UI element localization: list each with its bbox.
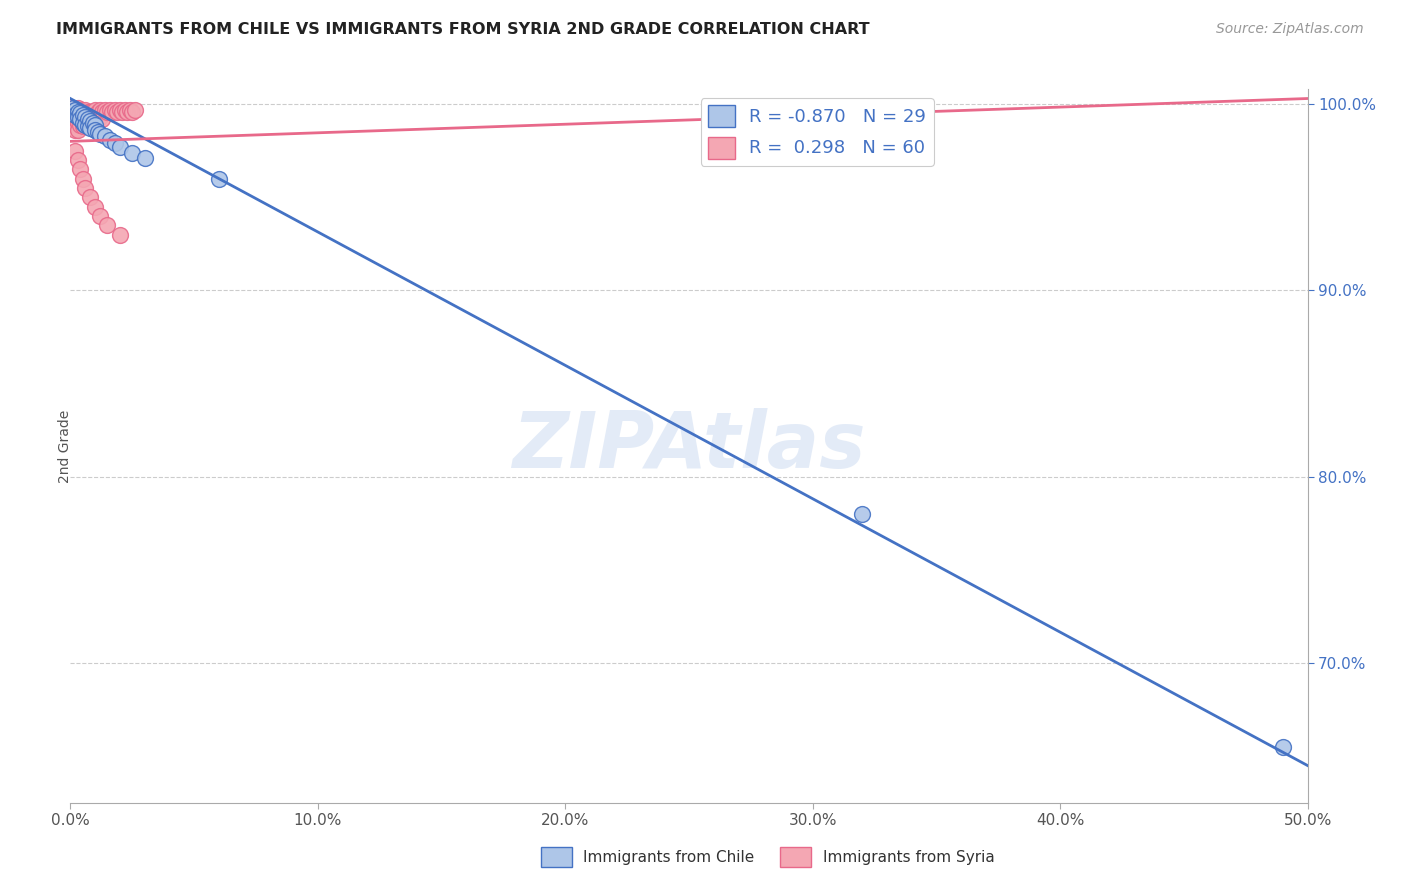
- Point: [75, 118, 97, 132]
- Text: ZIPAtlas: ZIPAtlas: [512, 408, 866, 484]
- Point: [98, 132, 121, 146]
- Point: [124, 103, 146, 117]
- Point: [66, 108, 89, 122]
- Point: [91, 112, 114, 126]
- Point: [84, 118, 107, 132]
- Point: [89, 127, 111, 141]
- Point: [118, 103, 141, 117]
- Point: [115, 104, 138, 119]
- Point: [104, 103, 127, 117]
- Point: [69, 103, 91, 117]
- Point: [69, 162, 91, 177]
- Point: [65, 110, 87, 124]
- Point: [105, 104, 128, 119]
- Point: [72, 171, 94, 186]
- Point: [66, 123, 89, 137]
- Point: [72, 120, 94, 134]
- Point: [72, 104, 94, 119]
- Point: [82, 112, 104, 126]
- Point: [75, 181, 97, 195]
- Point: [66, 153, 89, 167]
- Point: [62, 108, 84, 122]
- Text: IMMIGRANTS FROM CHILE VS IMMIGRANTS FROM SYRIA 2ND GRADE CORRELATION CHART: IMMIGRANTS FROM CHILE VS IMMIGRANTS FROM…: [56, 22, 870, 37]
- Point: [66, 101, 89, 115]
- Point: [66, 116, 89, 130]
- Point: [72, 112, 94, 126]
- Point: [62, 101, 84, 115]
- Point: [84, 200, 107, 214]
- Point: [89, 209, 111, 223]
- Legend: R = -0.870   N = 29, R =  0.298   N = 60: R = -0.870 N = 29, R = 0.298 N = 60: [700, 98, 934, 166]
- Point: [65, 103, 87, 117]
- Point: [94, 128, 117, 143]
- Point: [86, 125, 108, 139]
- Point: [104, 136, 127, 151]
- Point: [76, 112, 98, 126]
- Text: Source: ZipAtlas.com: Source: ZipAtlas.com: [1216, 22, 1364, 37]
- Point: [62, 101, 84, 115]
- Point: [65, 118, 87, 132]
- Point: [101, 104, 124, 119]
- Point: [89, 110, 111, 124]
- Point: [79, 120, 101, 134]
- Point: [65, 103, 87, 117]
- Point: [66, 104, 89, 119]
- Point: [76, 104, 98, 119]
- Point: [76, 112, 98, 126]
- Point: [84, 118, 107, 132]
- Point: [75, 110, 97, 124]
- Y-axis label: 2nd Grade: 2nd Grade: [58, 409, 72, 483]
- Point: [84, 123, 107, 137]
- Point: [121, 145, 143, 160]
- Text: Immigrants from Syria: Immigrants from Syria: [823, 850, 994, 864]
- Point: [84, 103, 107, 117]
- Point: [82, 116, 104, 130]
- Point: [62, 116, 84, 130]
- Point: [84, 110, 107, 124]
- Text: Immigrants from Chile: Immigrants from Chile: [583, 850, 755, 864]
- Point: [89, 103, 111, 117]
- Point: [108, 103, 131, 117]
- Point: [65, 108, 87, 122]
- Point: [134, 151, 156, 165]
- Point: [96, 218, 118, 232]
- Point: [79, 190, 101, 204]
- Point: [111, 104, 134, 119]
- Point: [75, 110, 97, 124]
- Point: [75, 103, 97, 117]
- Point: [66, 110, 89, 124]
- Point: [79, 114, 101, 128]
- Point: [69, 112, 91, 126]
- Point: [86, 104, 108, 119]
- Point: [96, 104, 118, 119]
- Point: [69, 118, 91, 132]
- Point: [82, 104, 104, 119]
- Point: [208, 171, 231, 186]
- Point: [69, 106, 91, 120]
- Point: [1271, 739, 1294, 754]
- Point: [79, 104, 101, 119]
- Point: [75, 118, 97, 132]
- Point: [86, 112, 108, 126]
- Point: [65, 123, 87, 137]
- Point: [98, 103, 121, 117]
- Point: [108, 140, 131, 154]
- Point: [72, 116, 94, 130]
- Point: [79, 112, 101, 126]
- Point: [79, 121, 101, 136]
- Point: [91, 104, 114, 119]
- Point: [121, 104, 143, 119]
- Point: [94, 103, 117, 117]
- Point: [114, 103, 136, 117]
- Point: [76, 120, 98, 134]
- Point: [108, 227, 131, 242]
- Point: [851, 507, 873, 521]
- Point: [69, 110, 91, 124]
- Point: [65, 144, 87, 158]
- Point: [76, 120, 98, 134]
- Point: [72, 108, 94, 122]
